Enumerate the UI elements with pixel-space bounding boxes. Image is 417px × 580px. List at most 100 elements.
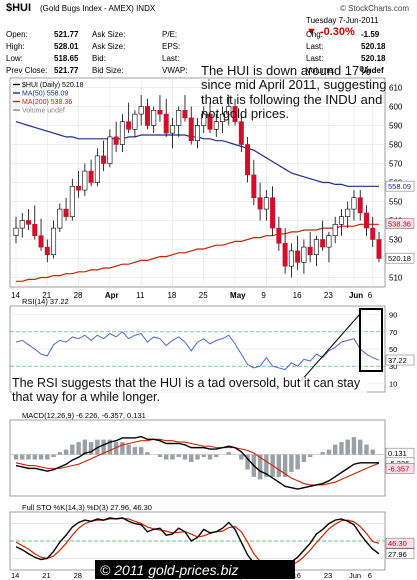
price-tick-label: 580 [389, 141, 403, 150]
macd-hist-bar [176, 454, 181, 458]
candle-body [232, 106, 238, 122]
x-tick-label: 18 [167, 291, 176, 300]
candle-body [44, 246, 50, 256]
quote-cell: Bid: [92, 54, 106, 63]
quote-cell: Last: [162, 54, 180, 63]
macd-hist-bar [282, 454, 288, 477]
symbol-description: (Gold Bugs Index - AMEX) INDX [40, 4, 155, 13]
last-price-tag: 520.18 [388, 254, 411, 263]
rsi-tick-label: 50 [389, 345, 397, 354]
ma200-line [16, 223, 379, 282]
macd-hist-bar [38, 454, 44, 460]
rsi-tick-label: 10 [389, 379, 397, 388]
price-tick-label: 570 [389, 160, 403, 169]
macd-hist-bar [295, 454, 300, 470]
ma50-legend: MA(50) 558.09 [22, 91, 68, 98]
candle-body [69, 186, 75, 218]
x-tick-label: 14 [11, 291, 20, 300]
price-tick-label: 550 [389, 198, 403, 207]
candle-body [113, 136, 119, 145]
brand-label: © StockCharts.com [339, 4, 409, 13]
candle-body [94, 155, 100, 183]
macd-hist-bar [164, 454, 169, 460]
candle-body [32, 224, 38, 237]
rsi-arrow [299, 313, 361, 383]
rsi-last-tag-bg [385, 354, 415, 366]
candle-body [376, 239, 382, 259]
quote-cell: Open: [6, 30, 28, 39]
quote-cell: 520.18 [361, 42, 386, 51]
quote-cell: Low: [6, 54, 23, 63]
quote-cell: Undef [361, 66, 384, 75]
macd-hist-bar [364, 444, 369, 455]
candle-body [263, 197, 269, 210]
macd-hist-bar [239, 454, 244, 460]
macd-hist-bar [82, 439, 88, 455]
rsi-last-tag: 37.22 [388, 356, 407, 365]
x-tick-label: Jun [349, 291, 363, 300]
price-tick-label: 600 [389, 103, 403, 112]
ma50-tag: 558.09 [388, 182, 411, 191]
candle-body [338, 216, 344, 225]
candle-body [238, 121, 244, 145]
candle-body [326, 235, 332, 248]
candle-body [363, 212, 369, 229]
macd-hist-tag: 0.131 [388, 449, 407, 458]
stoch-x-tick-label: 28 [74, 571, 82, 580]
change-pct: ▼ -0.30% [306, 26, 355, 38]
quote-cell: 521.77 [54, 66, 79, 75]
macd-hist-bar [301, 454, 307, 463]
macd-hist-bar [307, 454, 313, 458]
macd-hist-bar [345, 439, 350, 455]
rsi-line [15, 331, 380, 371]
macd-line [15, 435, 379, 490]
candle-body [351, 197, 357, 210]
candle-body [163, 113, 169, 134]
quote-cell: VWAP: [162, 66, 188, 75]
quote-cell: Ask Size: [92, 30, 126, 39]
candle-body [295, 250, 301, 263]
macd-hist-bar [207, 454, 213, 460]
candle-body [26, 220, 32, 225]
candle-body [195, 125, 201, 141]
candle-body [188, 117, 194, 142]
candle-body [144, 106, 150, 126]
candle-body [320, 239, 326, 248]
quote-cell: Volume: [306, 66, 335, 75]
stoch-k-line [15, 517, 380, 568]
candle-body [88, 170, 94, 183]
stoch-k-tag: 27.96 [388, 550, 407, 559]
x-tick-label: 6 [368, 291, 373, 300]
price-tick-label: 530 [389, 236, 403, 245]
x-tick-label: 23 [324, 291, 333, 300]
stoch-legend: Full STO %K(14,3) %D(3) 27.96, 46.30 [22, 503, 152, 512]
macd-hist-bar [107, 439, 113, 455]
x-tick-label: 21 [42, 291, 51, 300]
candle-body [101, 155, 107, 164]
candle-body [213, 121, 219, 130]
price-tick-label: 590 [389, 122, 403, 131]
ma200-tag: 538.36 [388, 220, 411, 229]
quote-cell: -1.59 [361, 30, 380, 39]
volume-legend: Volume undef [22, 108, 65, 115]
macd-hist-bar [351, 437, 357, 455]
candle-body [151, 110, 157, 126]
ma50-tag-bg [385, 180, 415, 192]
quote-cell: 521.77 [54, 30, 79, 39]
macd-hist-bar [45, 454, 50, 460]
candle-body [38, 235, 44, 248]
candle-body [63, 208, 69, 218]
candle-body [82, 170, 88, 191]
macd-hist-bar [289, 454, 294, 472]
macd-hist-bar [63, 449, 69, 455]
candle-body [370, 227, 376, 240]
candle-body [357, 197, 363, 214]
exchange-text: INDX [136, 4, 156, 13]
stoch-x-tick-label: 6 [368, 571, 372, 580]
copyright-bg [95, 560, 295, 579]
quote-cell: 520.18 [361, 54, 386, 63]
macd-hist-bar [51, 454, 56, 458]
quote-cell: 518.65 [54, 54, 79, 63]
x-tick-label: 9 [261, 291, 266, 300]
macd-hist-bar [245, 454, 250, 470]
